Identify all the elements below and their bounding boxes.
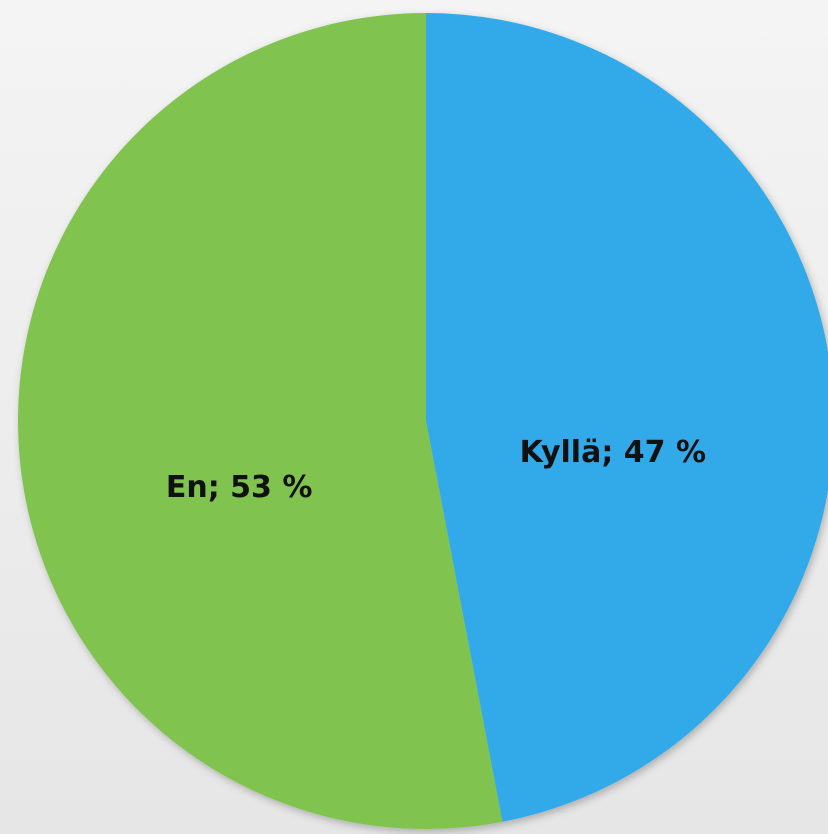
pie-slice (426, 13, 828, 822)
pie-slice (18, 13, 503, 829)
pie (18, 13, 828, 829)
slice-label: Kyllä; 47 % (520, 435, 706, 470)
slice-label: En; 53 % (166, 470, 313, 505)
